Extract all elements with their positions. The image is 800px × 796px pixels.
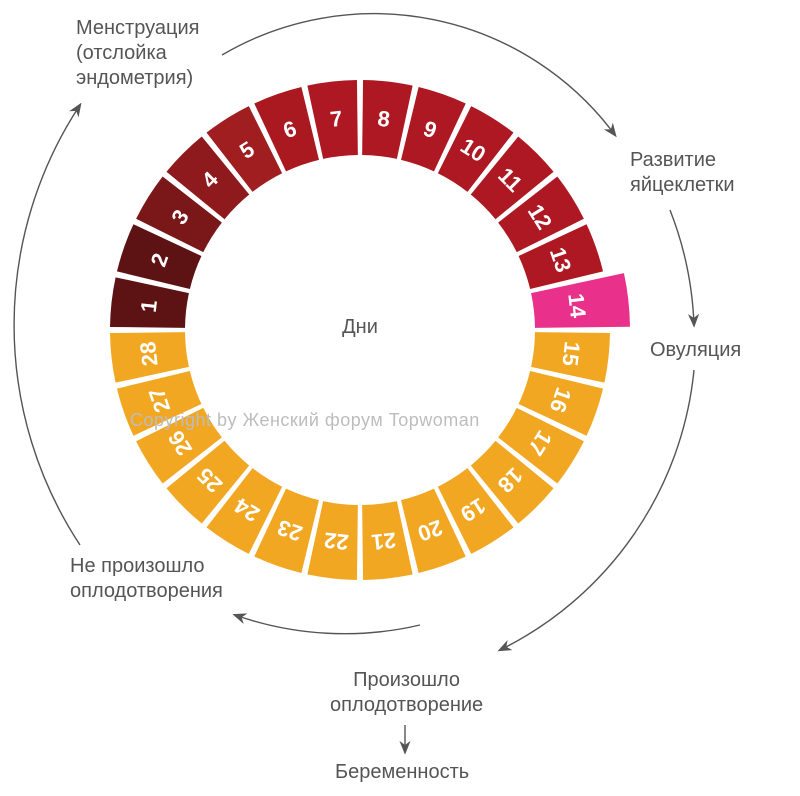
label-menstruation-l2: (отслойка (76, 42, 167, 64)
label-egg-development: Развитие яйцеклетки (630, 148, 735, 198)
day-number-22: 22 (323, 527, 350, 555)
label-menstruation: Менструация (отслойка эндометрия) (76, 16, 199, 91)
label-fert-l2: оплодотворение (330, 694, 483, 716)
label-fertilization: Произошло оплодотворение (330, 668, 483, 718)
label-egg-l1: Развитие (630, 149, 716, 171)
watermark-text: Copyright by Женский форум Topwoman (130, 410, 480, 431)
day-number-28: 28 (135, 340, 163, 367)
label-ovulation: Овуляция (650, 338, 741, 363)
cycle-diagram: 1234567891011121314151617181920212223242… (0, 0, 800, 796)
arrow-back-to-menstruation (14, 105, 80, 545)
arrow-to-ovulation (670, 210, 694, 325)
label-pregnancy: Беременность (335, 760, 469, 785)
label-no-fertilization: Не произошло оплодотворения (70, 554, 223, 604)
label-menstruation-l3: эндометрия) (76, 67, 193, 89)
label-nofert-l2: оплодотворения (70, 580, 223, 602)
label-fert-l1: Произошло (353, 669, 460, 691)
label-egg-l2: яйцеклетки (630, 174, 735, 196)
label-nofert-l1: Не произошло (70, 555, 205, 577)
day-number-15: 15 (557, 340, 585, 367)
day-number-21: 21 (370, 527, 397, 555)
center-label: Дни (335, 316, 385, 339)
arrow-to-no-fert (235, 615, 420, 634)
label-menstruation-l1: Менструация (76, 17, 199, 39)
day-number-14: 14 (563, 292, 591, 320)
